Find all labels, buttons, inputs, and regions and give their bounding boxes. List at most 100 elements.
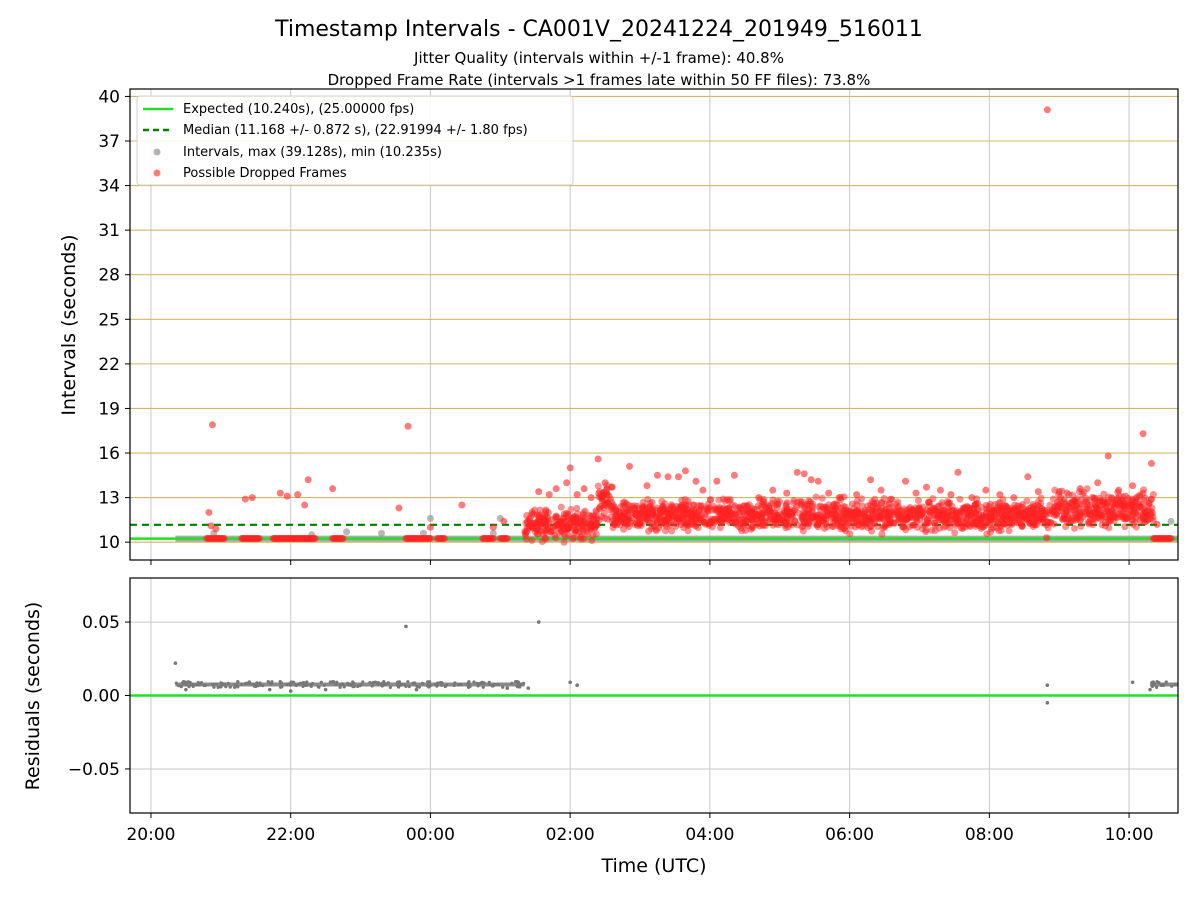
dropped-frame-point bbox=[535, 488, 543, 496]
dropped-frame-point bbox=[586, 525, 594, 533]
dropped-frame-point bbox=[1124, 495, 1132, 503]
dropped-frame-point bbox=[588, 536, 596, 544]
dropped-frame-point bbox=[853, 501, 861, 509]
residual-point bbox=[443, 684, 447, 689]
dropped-frame-point bbox=[1127, 501, 1135, 509]
dropped-frame-point bbox=[829, 522, 837, 530]
residual-point bbox=[515, 679, 519, 684]
dropped-frame-point bbox=[793, 468, 801, 476]
dropped-frame-point bbox=[1083, 485, 1091, 493]
dropped-frame-point bbox=[672, 502, 680, 510]
residual-point bbox=[438, 681, 443, 685]
residual-point bbox=[293, 683, 297, 687]
dropped-frame-point bbox=[1115, 486, 1123, 494]
dropped-frame-point bbox=[978, 516, 986, 524]
dropped-frame-point bbox=[807, 476, 815, 484]
dropped-frame-point bbox=[1000, 502, 1008, 510]
dropped-frame-point bbox=[589, 513, 597, 521]
residual-point bbox=[179, 685, 183, 689]
dropped-frame-point bbox=[913, 523, 921, 531]
dropped-frame-point bbox=[563, 522, 571, 530]
dropped-frame-point bbox=[800, 470, 808, 478]
residual-point bbox=[420, 681, 425, 685]
residual-point bbox=[322, 683, 327, 687]
dropped-frame-point bbox=[920, 521, 928, 529]
dropped-frame-point bbox=[608, 483, 616, 491]
dropped-frame-point bbox=[719, 518, 727, 526]
dropped-frame-point bbox=[1146, 510, 1154, 518]
dropped-frame-point bbox=[773, 504, 781, 512]
dropped-frame-point bbox=[1070, 524, 1078, 532]
dropped-frame-point bbox=[879, 524, 887, 532]
legend-expected-label: Expected (10.240s), (25.00000 fps) bbox=[183, 102, 414, 117]
residual-point bbox=[219, 681, 223, 685]
residual-point bbox=[233, 685, 237, 689]
residual-point bbox=[292, 680, 296, 684]
dropped-frame-point bbox=[220, 534, 228, 542]
residual-point bbox=[1164, 680, 1168, 684]
dropped-frame-point bbox=[679, 511, 687, 519]
dropped-frame-point bbox=[903, 516, 911, 524]
dropped-frame-point bbox=[601, 514, 609, 522]
dropped-frame-point bbox=[639, 498, 647, 506]
residual-point bbox=[338, 685, 342, 689]
dropped-frame-point bbox=[951, 529, 959, 537]
dropped-frame-point bbox=[1005, 527, 1013, 535]
residual-point bbox=[226, 681, 230, 686]
residual-point bbox=[481, 685, 485, 689]
dropped-frame-point bbox=[854, 508, 862, 516]
residual-point bbox=[368, 680, 372, 685]
dropped-frame-point bbox=[668, 527, 676, 535]
dropped-frame-point bbox=[571, 527, 579, 535]
dropped-frame-point bbox=[603, 486, 611, 494]
dropped-frame-point bbox=[869, 499, 877, 507]
dropped-frame-point bbox=[1082, 505, 1090, 513]
dropped-frame-point bbox=[711, 519, 719, 527]
residual-point bbox=[186, 680, 190, 684]
dropped-frame-point bbox=[560, 538, 568, 546]
dropped-frame-point bbox=[1147, 459, 1155, 467]
dropped-frame-point bbox=[503, 534, 511, 542]
residual-point bbox=[453, 681, 457, 685]
dropped-frame-point bbox=[1130, 508, 1138, 516]
dropped-frame-point bbox=[1077, 501, 1085, 509]
dropped-frame-point bbox=[440, 534, 448, 542]
residual-point bbox=[187, 685, 191, 689]
dropped-frame-point bbox=[1136, 502, 1144, 510]
dropped-frame-point bbox=[691, 522, 699, 530]
dropped-frame-point bbox=[573, 491, 581, 499]
residual-point bbox=[173, 661, 178, 665]
dropped-frame-point bbox=[212, 525, 220, 533]
dropped-frame-point bbox=[867, 476, 875, 484]
dropped-frame-point bbox=[631, 521, 639, 529]
dropped-frame-point bbox=[1018, 522, 1026, 530]
dropped-frame-point bbox=[868, 527, 876, 535]
interval-point bbox=[1167, 517, 1175, 525]
dropped-frame-point bbox=[653, 471, 661, 479]
residual-point bbox=[1173, 683, 1177, 687]
dropped-frame-point bbox=[757, 510, 765, 518]
dropped-frame-point bbox=[522, 519, 530, 527]
residual-point bbox=[411, 681, 415, 685]
dropped-frame-point bbox=[577, 533, 585, 541]
residual-point bbox=[480, 680, 485, 684]
residual-point bbox=[575, 683, 579, 688]
dropped-frame-point bbox=[621, 498, 629, 506]
legend-median-label: Median (11.168 +/- 0.872 s), (22.91994 +… bbox=[183, 123, 528, 138]
residual-point bbox=[457, 683, 461, 687]
residual-point bbox=[465, 682, 469, 686]
dropped-frame-point bbox=[648, 498, 656, 506]
dropped-frame-point bbox=[899, 523, 907, 531]
dropped-frame-point bbox=[837, 525, 845, 533]
intervals-y-tick-label: 34 bbox=[98, 177, 120, 197]
dropped-frame-point bbox=[902, 477, 910, 485]
residual-point bbox=[414, 687, 419, 692]
dropped-frame-point bbox=[967, 516, 975, 524]
dropped-frame-point bbox=[1030, 502, 1038, 510]
residual-point bbox=[269, 682, 273, 686]
dropped-frame-point bbox=[877, 504, 885, 512]
dropped-frame-point bbox=[782, 524, 790, 532]
dropped-frame-point bbox=[761, 518, 769, 526]
residual-point bbox=[228, 685, 232, 689]
dropped-frame-point bbox=[1057, 504, 1065, 512]
